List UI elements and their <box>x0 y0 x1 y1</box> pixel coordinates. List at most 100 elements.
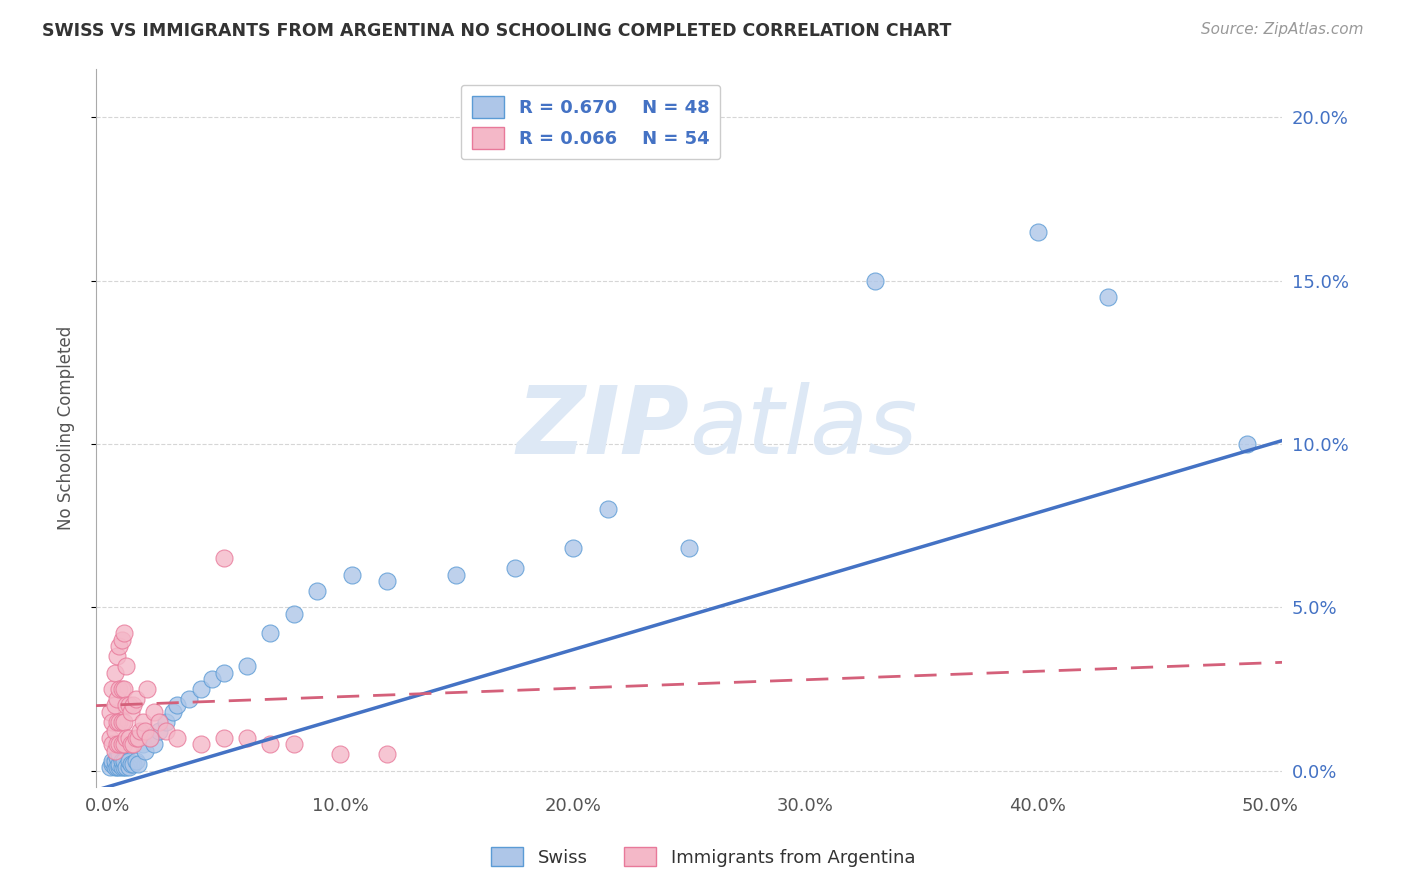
Point <box>375 747 398 762</box>
Point <box>112 760 135 774</box>
Point <box>108 640 131 654</box>
Point <box>110 632 132 647</box>
Point <box>101 681 124 696</box>
Point <box>105 691 128 706</box>
Point <box>340 567 363 582</box>
Point <box>148 714 170 729</box>
Y-axis label: No Schooling Completed: No Schooling Completed <box>58 326 75 530</box>
Point <box>101 756 124 771</box>
Point <box>108 760 131 774</box>
Point <box>105 738 128 752</box>
Point <box>105 649 128 664</box>
Point <box>105 750 128 764</box>
Point <box>112 754 135 768</box>
Point <box>117 698 139 713</box>
Point <box>503 561 526 575</box>
Point <box>104 744 127 758</box>
Point <box>115 659 138 673</box>
Point <box>124 691 146 706</box>
Point <box>236 731 259 745</box>
Point <box>201 672 224 686</box>
Point <box>259 626 281 640</box>
Point <box>115 698 138 713</box>
Legend: Swiss, Immigrants from Argentina: Swiss, Immigrants from Argentina <box>484 840 922 874</box>
Point <box>127 756 149 771</box>
Point <box>117 760 139 774</box>
Point <box>112 626 135 640</box>
Point <box>108 738 131 752</box>
Point <box>375 574 398 588</box>
Point <box>108 747 131 762</box>
Point <box>101 714 124 729</box>
Point <box>138 731 160 745</box>
Point <box>117 731 139 745</box>
Point <box>101 738 124 752</box>
Point <box>112 738 135 752</box>
Point <box>561 541 583 556</box>
Point <box>108 681 131 696</box>
Text: atlas: atlas <box>689 382 917 473</box>
Point <box>98 705 121 719</box>
Point <box>124 754 146 768</box>
Point <box>110 681 132 696</box>
Point <box>104 760 127 774</box>
Point <box>212 731 235 745</box>
Point <box>678 541 700 556</box>
Point <box>143 705 166 719</box>
Point <box>108 714 131 729</box>
Point <box>162 705 184 719</box>
Point <box>1097 290 1119 304</box>
Point <box>112 714 135 729</box>
Point <box>236 659 259 673</box>
Point <box>155 714 177 729</box>
Point <box>122 756 145 771</box>
Point <box>122 698 145 713</box>
Point <box>131 714 153 729</box>
Point <box>155 724 177 739</box>
Point <box>1236 437 1258 451</box>
Text: ZIP: ZIP <box>516 382 689 474</box>
Text: Source: ZipAtlas.com: Source: ZipAtlas.com <box>1201 22 1364 37</box>
Point <box>110 714 132 729</box>
Point <box>104 665 127 680</box>
Text: SWISS VS IMMIGRANTS FROM ARGENTINA NO SCHOOLING COMPLETED CORRELATION CHART: SWISS VS IMMIGRANTS FROM ARGENTINA NO SC… <box>42 22 952 40</box>
Point <box>177 691 200 706</box>
Point <box>120 756 142 771</box>
Point <box>104 724 127 739</box>
Point <box>134 744 156 758</box>
Point <box>259 738 281 752</box>
Point <box>104 698 127 713</box>
Point <box>166 698 188 713</box>
Point <box>148 724 170 739</box>
Point <box>131 738 153 752</box>
Point <box>166 731 188 745</box>
Point <box>134 724 156 739</box>
Point <box>120 705 142 719</box>
Point <box>283 607 305 621</box>
Point <box>105 714 128 729</box>
Point <box>446 567 468 582</box>
Point <box>136 681 159 696</box>
Point <box>596 502 619 516</box>
Point <box>115 731 138 745</box>
Point <box>101 754 124 768</box>
Point <box>212 665 235 680</box>
Point <box>1026 225 1049 239</box>
Point <box>329 747 352 762</box>
Point <box>190 738 212 752</box>
Legend: R = 0.670    N = 48, R = 0.066    N = 54: R = 0.670 N = 48, R = 0.066 N = 54 <box>461 85 720 160</box>
Point <box>110 738 132 752</box>
Point <box>110 754 132 768</box>
Point <box>129 724 152 739</box>
Point <box>305 583 328 598</box>
Point <box>115 760 138 774</box>
Point <box>117 754 139 768</box>
Point <box>863 274 886 288</box>
Point <box>124 731 146 745</box>
Point <box>143 738 166 752</box>
Point <box>122 738 145 752</box>
Point <box>98 731 121 745</box>
Point <box>98 760 121 774</box>
Point <box>212 551 235 566</box>
Point <box>127 731 149 745</box>
